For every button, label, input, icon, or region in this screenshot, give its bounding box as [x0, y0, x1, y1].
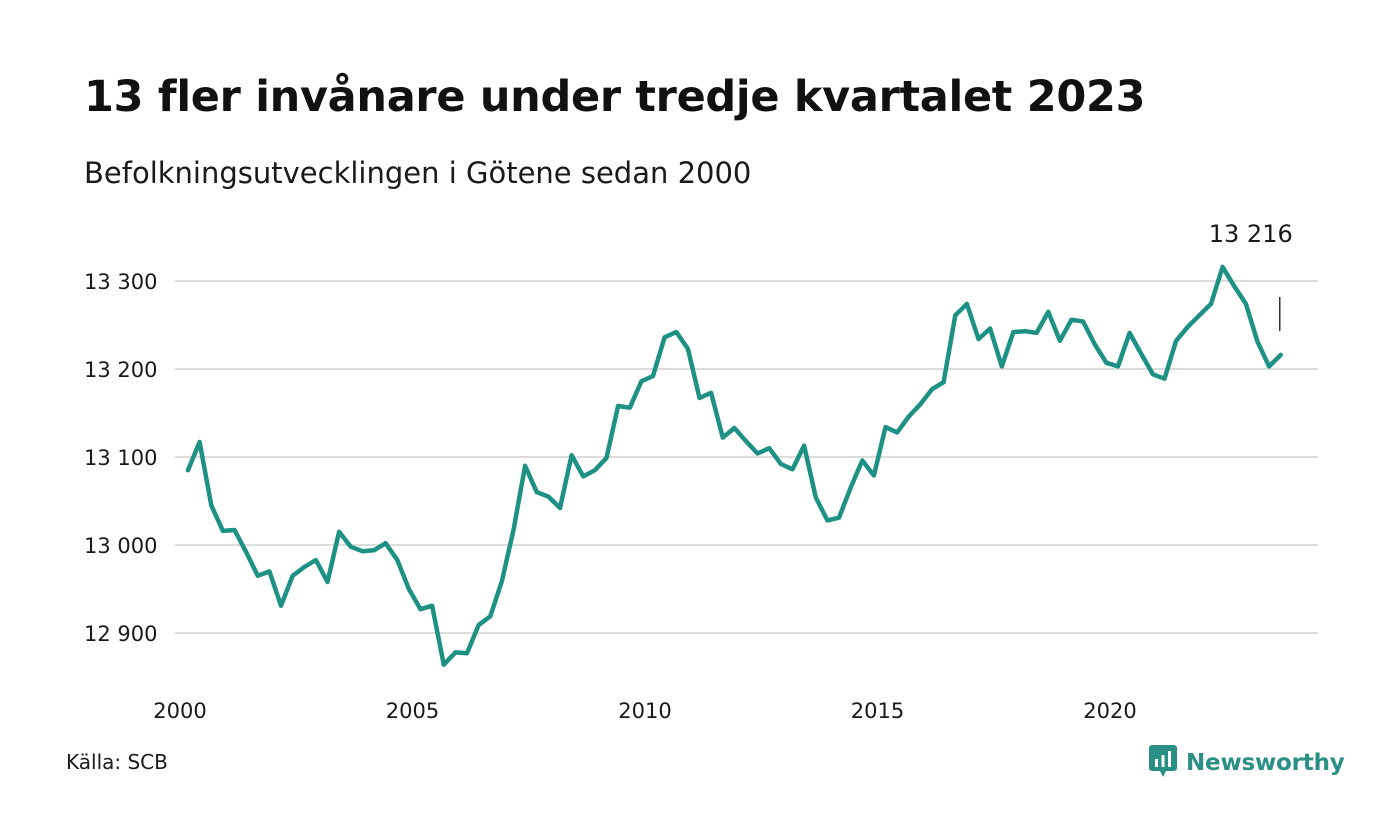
y-tick-label: 13 200	[84, 358, 157, 382]
chart-title: 13 fler invånare under tredje kvartalet …	[84, 72, 1146, 122]
x-tick-label: 2015	[851, 699, 904, 723]
newsworthy-logo-icon	[1148, 744, 1178, 782]
y-tick-label: 12 900	[84, 622, 157, 646]
brand-name: Newsworthy	[1186, 750, 1345, 776]
y-tick-label: 13 000	[84, 534, 157, 558]
x-tick-label: 2005	[386, 699, 439, 723]
y-tick-label: 13 300	[84, 270, 157, 294]
last-value-label: 13 216	[1209, 220, 1293, 248]
x-tick-label: 2000	[153, 699, 206, 723]
brand-logo: Newsworthy	[1148, 744, 1345, 782]
y-tick-label: 13 100	[84, 446, 157, 470]
series-line	[185, 264, 1284, 667]
x-tick-label: 2010	[618, 699, 671, 723]
source-note: Källa: SCB	[66, 750, 168, 774]
x-tick-label: 2020	[1083, 699, 1136, 723]
chart-subtitle: Befolkningsutvecklingen i Götene sedan 2…	[84, 156, 752, 190]
